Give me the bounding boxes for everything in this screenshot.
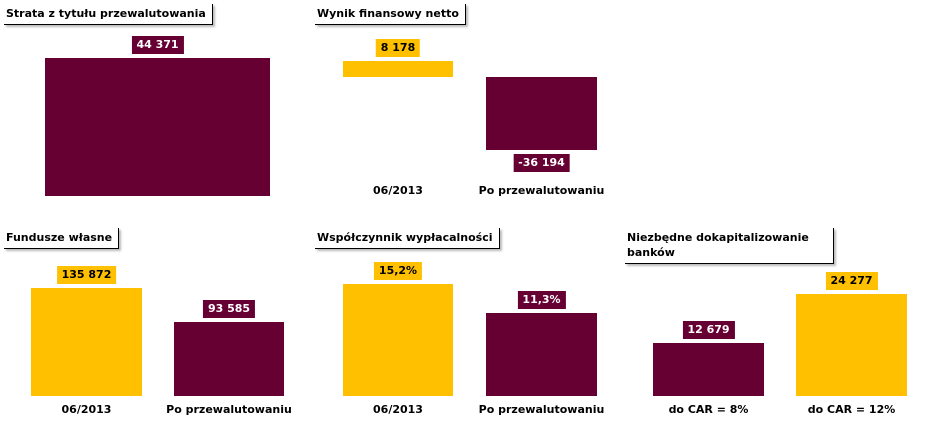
value-label: 44 371 — [131, 36, 184, 54]
chart-title: Niezbędne dokapitalizowanie banków — [625, 228, 834, 264]
x-tick-label: Po przewalutowaniu — [478, 184, 605, 197]
value-label: -36 194 — [513, 154, 570, 172]
bar — [343, 284, 453, 396]
value-label: 12 679 — [682, 320, 735, 339]
x-tick-label: 06/2013 — [61, 403, 112, 416]
chart-title: Współczynnik wypłacalności — [315, 228, 500, 249]
x-tick-label: Po przewalutowaniu — [166, 403, 292, 416]
bar — [486, 77, 597, 150]
bar — [796, 294, 907, 396]
value-label: 135 872 — [56, 266, 117, 284]
value-label: 8 178 — [375, 38, 421, 57]
value-label: 93 585 — [202, 299, 256, 318]
bar — [31, 288, 142, 396]
x-tick-label: do CAR = 12% — [807, 403, 896, 416]
x-tick-label: 06/2013 — [373, 403, 423, 416]
value-label: 11,3% — [517, 290, 566, 309]
x-tick-label: do CAR = 8% — [668, 403, 749, 416]
value-label: 24 277 — [825, 272, 878, 290]
x-tick-label: 06/2013 — [373, 184, 423, 197]
x-tick-label: Po przewalutowaniu — [478, 403, 605, 416]
chart-title: Wynik finansowy netto — [315, 4, 466, 25]
bar — [343, 60, 453, 77]
bar — [653, 342, 764, 396]
bar — [486, 312, 597, 396]
bar — [174, 321, 284, 396]
value-label: 15,2% — [373, 262, 423, 280]
chart-title: Fundusze własne — [4, 228, 120, 249]
bar — [45, 58, 270, 196]
chart-title: Strata z tytułu przewalutowania — [4, 4, 213, 25]
